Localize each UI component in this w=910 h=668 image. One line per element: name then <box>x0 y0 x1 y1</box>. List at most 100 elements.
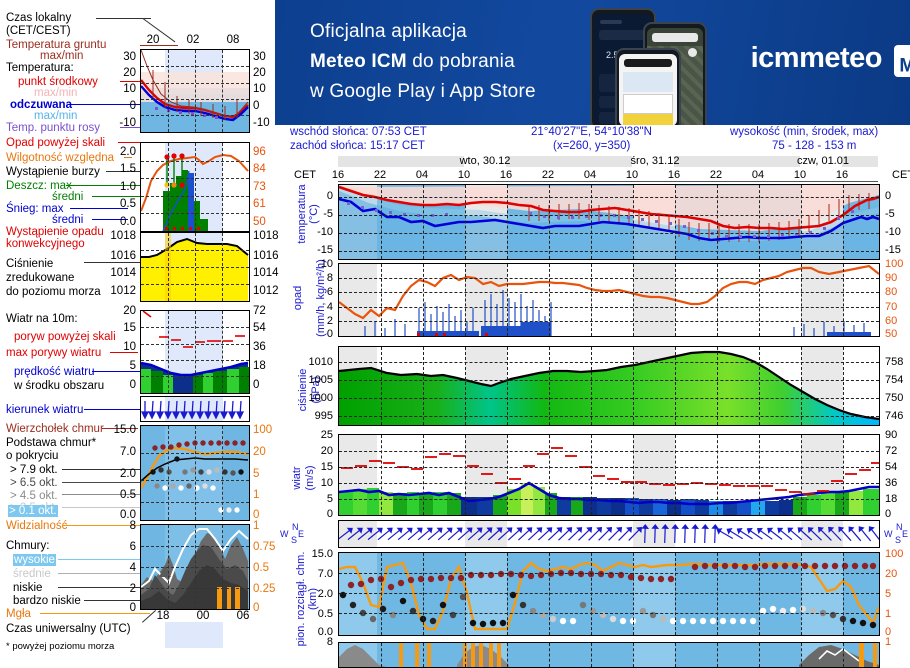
mini-axis-left: 1014 <box>110 267 136 279</box>
legend-local-time-line2: (CET/CEST) <box>6 25 71 37</box>
tick-wind-left: 10 <box>320 477 333 489</box>
mini-axis-left: 2 <box>129 583 136 595</box>
tick-temp-right: 0 <box>885 190 892 202</box>
legend-footnote: * powyżej poziomu morza <box>6 641 115 652</box>
elevation-label: wysokość (min, środek, max) <box>730 126 879 138</box>
mini-axis-right: 96 <box>253 146 266 158</box>
tick-precip-left: 10 <box>320 258 333 270</box>
tick-pressure-right: 754 <box>885 374 904 386</box>
timezone-label-left: CET <box>294 169 316 181</box>
legend-temp-felt: odczuwana <box>10 99 72 111</box>
temperature-plot <box>339 185 879 259</box>
clouds-visibility-plot <box>339 561 879 631</box>
mini-axis-left: 1012 <box>110 285 136 297</box>
mini-axis-left: 1016 <box>110 250 136 262</box>
tick-temp-left: -5 <box>323 208 333 220</box>
legend-snow-avg: średni <box>52 214 84 226</box>
banner-line-1: Oficjalna aplikacja <box>310 21 467 42</box>
tick-cloudcover-right: 1 <box>885 636 892 648</box>
mini-axis-left: 0.5 <box>120 489 136 501</box>
legend-precip-over-scale: Opad powyżej skali <box>6 137 106 149</box>
mini-axis-right: 0 <box>253 509 260 521</box>
phone-mockup-front <box>615 48 681 125</box>
legend-cloud-base-line1: Podstawa chmur* <box>6 437 97 449</box>
day-label: wto, 30.12 <box>459 155 511 167</box>
legend-humidity: Wilgotność względna <box>6 152 115 164</box>
mini-axis-right: 0.25 <box>253 583 276 595</box>
tick-temp-left: -15 <box>317 244 333 256</box>
mini-axis-right: 1012 <box>253 285 279 297</box>
legend-clouds-header: Chmury: <box>6 540 50 552</box>
mini-chart-wind-direction <box>140 396 250 422</box>
tick-temp-left: -10 <box>317 226 333 238</box>
tick-clouds-left: 0.5 <box>317 608 333 620</box>
mini-axis-right: 0 <box>253 100 260 112</box>
legend-temp-maxmin: max/min <box>34 87 78 99</box>
hour-tick-bar <box>338 181 878 185</box>
connector-line <box>84 262 140 263</box>
legend-visibility: Widzialność <box>6 520 68 532</box>
legend-rain-max: Deszcz: max <box>6 180 72 192</box>
tick-pressure-left: 1010 <box>308 356 333 368</box>
logo-wordmark: icmmeteo <box>750 42 883 74</box>
mini-axis-left: 0.5 <box>120 198 136 210</box>
hour-tick-label: 22 <box>709 169 723 181</box>
tick-visibility-right: 5 <box>885 588 892 600</box>
legend-pressure-line3: do poziomu morza <box>6 286 101 298</box>
mini-axis-right: 61 <box>253 198 266 210</box>
mini-axis-right: 84 <box>253 163 266 175</box>
tick-wind-right: 36 <box>885 477 898 489</box>
hour-tick-label: 16 <box>667 169 681 181</box>
mini-chart-pressure <box>140 232 250 302</box>
mini-axis-left: 20 <box>123 67 136 79</box>
panel-pressure <box>338 346 880 426</box>
panel-cloud-cover <box>338 642 880 668</box>
mini-axis-left: 4 <box>129 562 136 574</box>
hour-tick-label: 04 <box>751 169 765 181</box>
legend-conv-precip-line2: konwekcyjnego <box>6 238 85 250</box>
mini-utc-label: 18 <box>156 610 170 622</box>
legend-temp-mid: punkt środkowy <box>18 76 98 88</box>
banner-line-2-rest: do pobrania <box>406 51 515 72</box>
mini-axis-right: 50 <box>253 216 266 228</box>
mini-chart-clouds <box>140 425 250 521</box>
wind-direction-arrows <box>339 524 879 544</box>
day-header-strip <box>338 156 878 168</box>
connector-line <box>106 171 140 172</box>
panel-precipitation-humidity <box>338 263 880 337</box>
mini-axis-right: 30 <box>253 51 266 63</box>
sunset-text: zachód słońca: 15:17 CET <box>290 140 425 152</box>
tick-pressure-left: 1005 <box>308 374 333 386</box>
banner-line-3: w Google Play i App Store <box>310 81 536 102</box>
tick-humidity-right: 70 <box>885 301 898 313</box>
hour-tick-label: 16 <box>499 169 513 181</box>
legend-okt-01: > 0.1 okt. <box>8 505 58 517</box>
legend-fog: Mgła <box>6 608 31 620</box>
mini-axis-left: 5 <box>129 360 136 372</box>
grid-position-text: (x=260, y=350) <box>553 140 631 152</box>
mini-axis-right: 0.5 <box>253 562 269 574</box>
legend-rain-avg: średni <box>52 191 84 203</box>
legend-ground-temp: Temperatura gruntu <box>6 39 107 51</box>
connector-line <box>70 208 128 209</box>
connector-line <box>62 494 140 495</box>
tick-temp-right: -10 <box>885 226 901 238</box>
connector-line <box>62 507 140 508</box>
tick-wind-left: 0 <box>326 508 333 520</box>
tick-humidity-right: 100 <box>885 258 904 270</box>
panel-clouds-visibility <box>338 552 880 636</box>
legend-pressure-line1: Ciśnienie <box>6 258 54 270</box>
precip-humidity-plot <box>339 264 879 336</box>
mini-axis-right: 20 <box>253 446 266 458</box>
app-promo-banner[interactable]: Oficjalna aplikacja Meteo ICM do pobrani… <box>275 0 910 125</box>
mini-axis-left: 20 <box>123 305 136 317</box>
tick-precip-left: 8 <box>326 272 333 284</box>
legend-wind-speed-line1: prędkość wiatru <box>14 366 95 378</box>
tick-wind-right: 0 <box>885 508 892 520</box>
hour-tick-label: 10 <box>457 169 471 181</box>
mini-axis-right: 0.75 <box>253 541 276 553</box>
mini-axis-right: 0 <box>253 602 260 614</box>
tick-wind-left: 25 <box>320 429 333 441</box>
panel-wind <box>338 434 880 516</box>
tick-wind-left: 5 <box>326 493 333 505</box>
